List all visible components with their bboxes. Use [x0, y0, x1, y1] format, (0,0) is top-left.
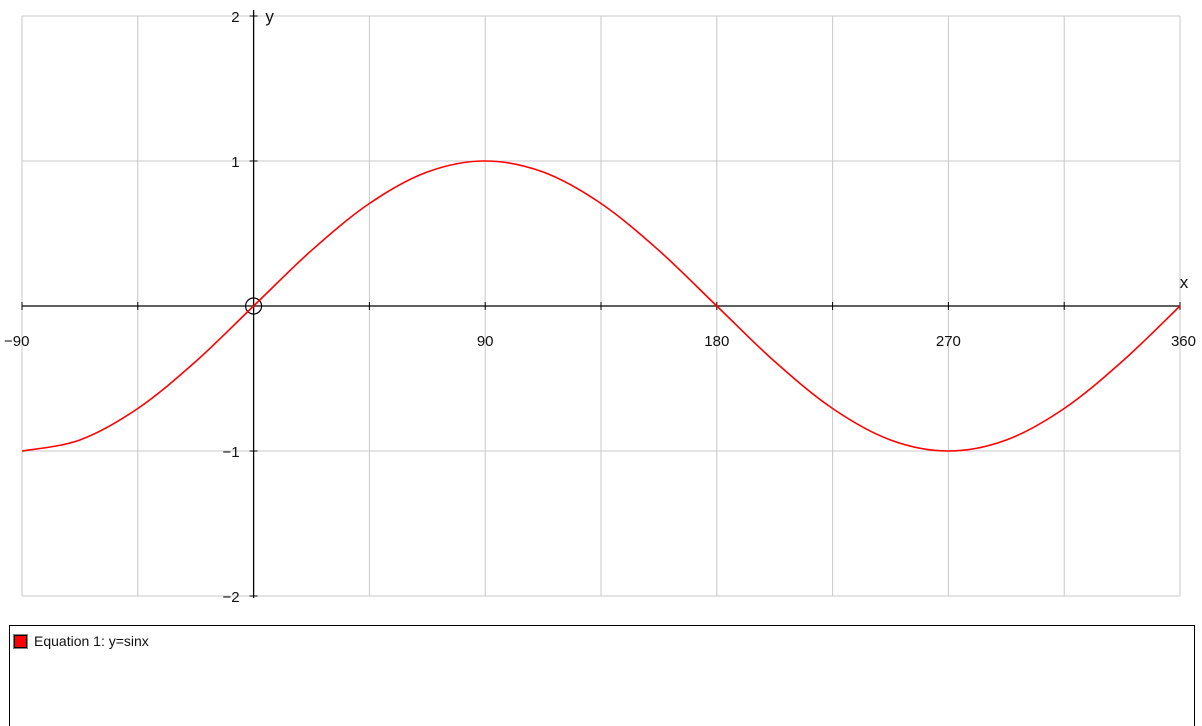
y-tick-label: −2	[222, 589, 239, 606]
series-layer	[21, 160, 1181, 452]
x-tick-label: 90	[477, 333, 494, 350]
legend-entry[interactable]: Equation 1: y=sinx	[13, 633, 149, 649]
legend-panel: Equation 1: y=sinx	[9, 625, 1195, 726]
legend-label: Equation 1: y=sinx	[34, 633, 149, 649]
legend-color-swatch-icon	[13, 633, 28, 649]
y-tick-label: 2	[231, 9, 239, 26]
x-tick-label: 180	[704, 333, 729, 350]
x-tick-label: −90	[4, 333, 29, 350]
x-axis-label: x	[1180, 273, 1189, 292]
tick-labels: −90 90 180 270 360 2 1 −1 −2 x y	[4, 7, 1196, 606]
y-tick-label: 1	[231, 154, 239, 171]
origin-marker	[245, 297, 263, 315]
y-axis-label: y	[265, 7, 274, 26]
y-tick-label: −1	[222, 444, 239, 461]
sine-plot: −90 90 180 270 360 2 1 −1 −2 x y	[4, 7, 1196, 606]
x-tick-label: 270	[936, 333, 961, 350]
series-line-0	[21, 160, 1181, 452]
x-tick-label: 360	[1171, 333, 1196, 350]
